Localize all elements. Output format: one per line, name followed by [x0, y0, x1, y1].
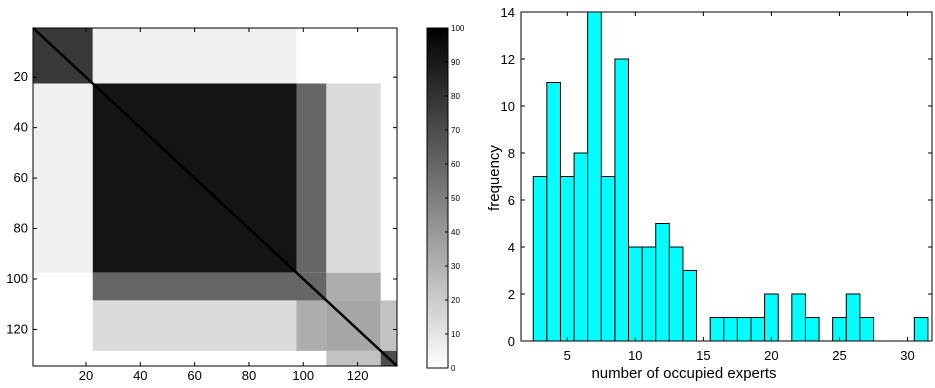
colorbar-tick-label: 50 — [451, 194, 460, 203]
histogram-y-tick-label: 2 — [508, 287, 515, 302]
histogram-bar — [682, 270, 698, 342]
histogram-bar — [709, 317, 725, 342]
histogram-x-tick-label: 10 — [628, 348, 642, 363]
histogram-bar — [559, 176, 575, 342]
colorbar-tick-label: 40 — [451, 228, 460, 237]
histogram-bar — [804, 317, 820, 342]
heatmap-colorbar: 0 10 20 30 40 50 60 70 80 90 100 — [426, 24, 465, 373]
heatmap-between-block — [326, 272, 381, 301]
histogram-bar — [614, 58, 630, 342]
heatmap-between-block — [33, 83, 93, 273]
heatmap-x-tick-label: 80 — [242, 368, 256, 383]
histogram-bar — [859, 317, 874, 342]
histogram-bar — [764, 293, 779, 342]
heatmap-y-tick-label: 120 — [6, 321, 28, 336]
colorbar-tick-label: 0 — [451, 364, 456, 373]
heatmap-y-tick-label: 80 — [14, 221, 28, 236]
heatmap-x-tick-label: 40 — [133, 368, 147, 383]
colorbar-tick-label: 90 — [451, 58, 460, 67]
heatmap-y-tick-label: 60 — [14, 170, 28, 185]
histogram-bar — [655, 223, 670, 342]
heatmap-between-block — [296, 83, 327, 273]
histogram-bar — [532, 176, 548, 342]
histogram-bar — [750, 317, 766, 342]
histogram-x-tick-label: 25 — [832, 348, 846, 363]
histogram-y-tick-label: 0 — [508, 334, 515, 349]
heatmap-between-block — [380, 300, 397, 351]
heatmap-axes-frame — [32, 27, 398, 367]
x-axis-label: number of occupied experts — [591, 365, 776, 382]
heatmap-between-block — [326, 350, 381, 366]
histogram-axes-frame — [520, 11, 933, 342]
histogram-bar — [628, 246, 643, 342]
heatmap-between-block — [326, 83, 381, 273]
colorbar-tick-label: 30 — [451, 262, 460, 271]
histogram-y-tick-label: 8 — [508, 146, 515, 161]
similarity-heatmap: 20 40 60 80 100 120 20 40 60 80 100 120 — [6, 27, 398, 383]
heatmap-between-block — [92, 28, 297, 84]
histogram-y-tick-label: 10 — [501, 99, 515, 114]
histogram-y-tick-label: 12 — [501, 52, 515, 67]
heatmap-diagonal — [32, 27, 398, 367]
colorbar-tick-label: 100 — [451, 24, 465, 33]
colorbar-tick-label: 70 — [451, 126, 460, 135]
histogram-bar — [641, 246, 657, 342]
histogram-x-tick-label: 30 — [900, 348, 914, 363]
histogram-bar — [913, 317, 929, 342]
heatmap-x-tick-label: 100 — [292, 368, 314, 383]
histogram-x-tick-label: 15 — [696, 348, 710, 363]
histogram-bar — [546, 82, 561, 342]
histogram-bar — [791, 293, 806, 342]
histogram-y-tick-label: 4 — [508, 240, 515, 255]
colorbar-tick-label: 20 — [451, 296, 460, 305]
colorbar-tick-label: 60 — [451, 160, 460, 169]
histogram-y-tick-label: 6 — [508, 193, 515, 208]
histogram-bar — [573, 152, 589, 342]
histogram-bar — [587, 11, 602, 342]
histogram-bar — [736, 317, 752, 342]
histogram-chart: number of occupied experts frequency 5 10… — [486, 5, 933, 382]
histogram-bar — [668, 246, 684, 342]
heatmap-between-block — [296, 300, 327, 351]
heatmap-x-tick-label: 60 — [187, 368, 201, 383]
histogram-x-tick-label: 5 — [564, 348, 571, 363]
heatmap-between-block — [92, 272, 297, 301]
histogram-y-tick-label: 14 — [501, 5, 515, 20]
y-axis-label: frequency — [486, 145, 503, 211]
histogram-bar — [600, 176, 616, 342]
colorbar-tick-label: 10 — [451, 330, 460, 339]
heatmap-between-block — [92, 300, 297, 351]
heatmap-y-tick-label: 40 — [14, 120, 28, 135]
colorbar-tick-label: 80 — [451, 92, 460, 101]
histogram-bar — [845, 293, 861, 342]
heatmap-y-tick-label: 100 — [6, 271, 28, 286]
heatmap-y-tick-label: 20 — [14, 69, 28, 84]
histogram-x-tick-label: 20 — [764, 348, 778, 363]
heatmap-x-tick-label: 20 — [79, 368, 93, 383]
heatmap-x-tick-label: 120 — [347, 368, 369, 383]
histogram-bar — [723, 317, 738, 342]
